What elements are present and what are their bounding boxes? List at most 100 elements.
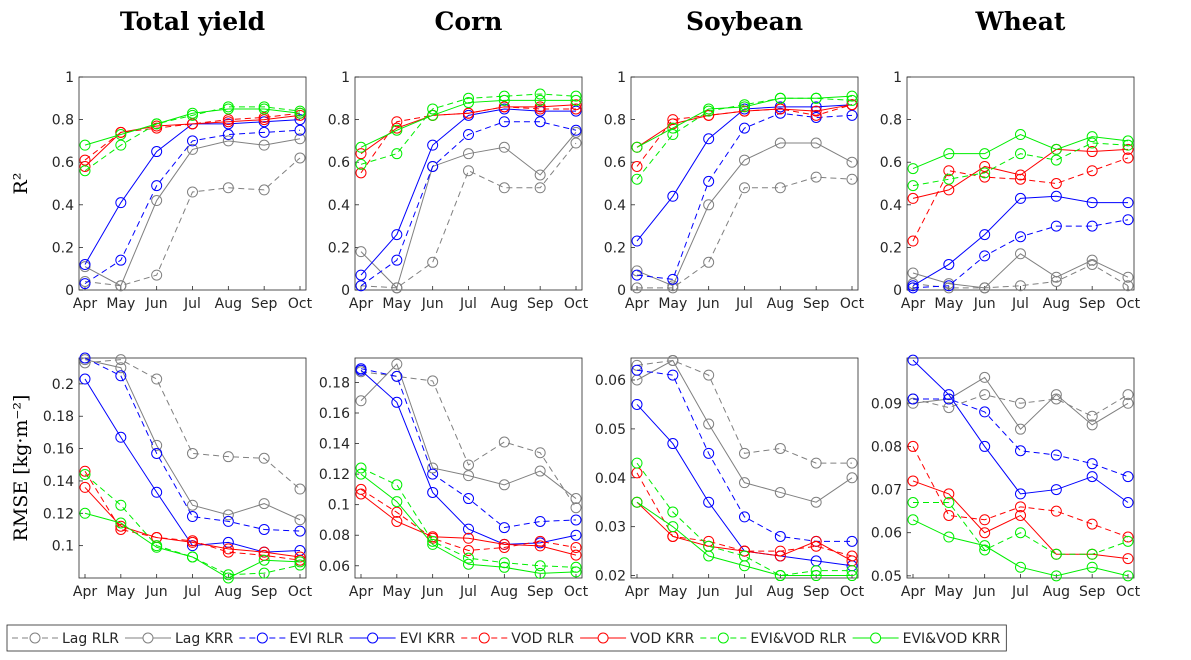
y-tick-label: 0.07 <box>871 483 902 499</box>
x-tick-label: Jul <box>459 296 477 312</box>
x-tick-label: Oct <box>564 584 589 600</box>
point-marker <box>294 152 306 164</box>
point-marker <box>1122 214 1134 226</box>
axes-box <box>906 76 1135 291</box>
series-line <box>84 114 301 167</box>
point-marker <box>222 451 234 463</box>
point-marker <box>498 538 510 550</box>
series-line <box>636 104 853 148</box>
point-marker <box>1122 143 1134 155</box>
point-marker <box>391 479 403 491</box>
point-marker <box>631 160 643 172</box>
point-marker <box>810 109 822 121</box>
point-marker <box>631 496 643 508</box>
point-marker <box>703 369 715 381</box>
x-tick-label: Jul <box>735 296 753 312</box>
point-marker <box>631 269 643 281</box>
point-marker <box>943 165 955 177</box>
point-marker <box>979 406 991 418</box>
y-tick-label: 0.6 <box>880 155 902 171</box>
point-marker <box>1122 271 1134 283</box>
y-tick-label: 1 <box>617 70 626 86</box>
point-marker <box>1015 148 1026 160</box>
point-marker <box>222 135 234 147</box>
y-tick-label: 0 <box>65 283 74 299</box>
point-marker <box>1015 280 1026 292</box>
point-marker <box>943 280 955 292</box>
point-marker <box>774 137 786 149</box>
point-marker <box>631 141 643 153</box>
legend-label: Lag KRR <box>175 631 234 647</box>
series-line <box>912 263 1129 289</box>
point-marker <box>943 488 955 500</box>
series-line <box>360 368 577 529</box>
series-line <box>360 371 577 508</box>
series-line <box>912 253 1129 289</box>
series-line <box>912 219 1129 289</box>
point-marker <box>1086 410 1098 422</box>
point-marker <box>979 160 991 172</box>
series-line <box>360 104 577 155</box>
x-tick-label: Apr <box>901 584 925 600</box>
point-marker <box>355 364 367 376</box>
point-marker <box>187 511 198 523</box>
point-marker <box>570 541 582 553</box>
point-marker <box>463 552 474 564</box>
y-tick-label: 0 <box>617 283 626 299</box>
point-marker <box>846 109 858 121</box>
x-tick-label: Jul <box>459 584 477 600</box>
x-tick-label: Aug <box>767 584 794 600</box>
point-marker <box>294 133 306 145</box>
subplot: Wheat 0 0.2 0.4 0.6 0.8 1 Apr May Jun Jul Aug Sep Oct <box>880 7 1141 312</box>
point-marker <box>667 521 679 533</box>
series-line <box>84 474 301 576</box>
point-marker <box>115 354 127 366</box>
point-marker <box>222 129 234 141</box>
point-marker <box>534 101 546 113</box>
legend-marker <box>256 632 268 644</box>
point-marker <box>427 375 439 387</box>
x-tick-label: May <box>106 584 135 600</box>
series-line <box>360 132 577 289</box>
subplot: 0.06 0.08 0.1 0.12 0.14 0.16 0.18 Apr May Jun Jul A… <box>319 357 589 600</box>
point-marker <box>631 282 643 294</box>
point-marker <box>187 186 198 198</box>
point-marker <box>115 499 127 511</box>
point-marker <box>151 373 163 385</box>
y-tick-label: 0.8 <box>52 113 74 129</box>
point-marker <box>391 515 403 527</box>
legend-label: EVI KRR <box>400 631 456 647</box>
point-marker <box>631 235 643 247</box>
x-tick-label: Apr <box>901 296 925 312</box>
legend-label: EVI&VOD KRR <box>903 631 1001 647</box>
series-line <box>84 106 301 172</box>
x-tick-label: Apr <box>349 296 373 312</box>
legend-marker <box>367 632 379 644</box>
series-line <box>913 398 1129 478</box>
point-marker <box>774 530 786 542</box>
x-tick-label: May <box>934 296 963 312</box>
point-marker <box>1086 471 1098 483</box>
point-marker <box>534 116 546 128</box>
point-marker <box>534 447 546 459</box>
point-marker <box>115 280 127 292</box>
point-marker <box>1015 169 1026 181</box>
point-marker <box>355 167 367 179</box>
point-marker <box>498 116 510 128</box>
point-marker <box>115 370 127 382</box>
point-marker <box>391 124 403 136</box>
point-marker <box>258 114 270 126</box>
point-marker <box>703 109 715 121</box>
point-marker <box>187 107 198 119</box>
point-marker <box>667 280 679 292</box>
point-marker <box>1050 449 1062 461</box>
point-marker <box>774 550 786 562</box>
point-marker <box>1015 527 1026 539</box>
point-marker <box>739 447 750 459</box>
point-marker <box>534 540 546 552</box>
series-line <box>360 473 577 574</box>
point-marker <box>258 546 270 558</box>
legend-marker <box>29 632 41 644</box>
point-marker <box>1122 570 1134 582</box>
point-marker <box>498 101 510 113</box>
